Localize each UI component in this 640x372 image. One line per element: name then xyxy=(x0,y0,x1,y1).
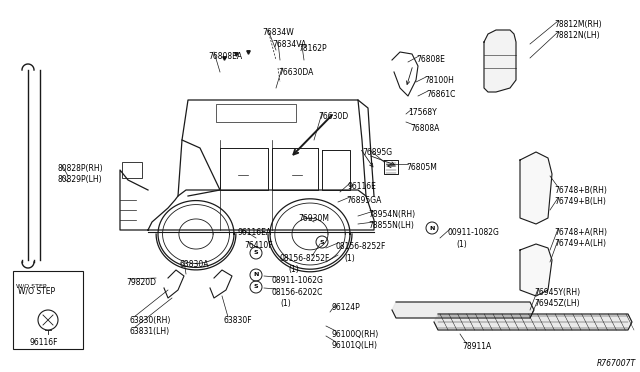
Text: 63830A: 63830A xyxy=(180,260,209,269)
Text: 78812M(RH): 78812M(RH) xyxy=(554,20,602,29)
Text: 78812N(LH): 78812N(LH) xyxy=(554,31,600,40)
Text: 76945Z(LH): 76945Z(LH) xyxy=(534,299,580,308)
Text: 76930M: 76930M xyxy=(298,214,329,223)
Text: S: S xyxy=(320,240,324,244)
Text: 96116F: 96116F xyxy=(30,338,58,347)
Text: 80829P(LH): 80829P(LH) xyxy=(58,175,102,184)
Text: 78855N(LH): 78855N(LH) xyxy=(368,221,414,230)
Text: 78162P: 78162P xyxy=(298,44,326,53)
Text: 76749+A(LH): 76749+A(LH) xyxy=(554,239,606,248)
Text: 96116EA: 96116EA xyxy=(238,228,272,237)
Text: 76945Y(RH): 76945Y(RH) xyxy=(534,288,580,297)
Text: R767007T: R767007T xyxy=(597,359,636,368)
Text: 76749+B(LH): 76749+B(LH) xyxy=(554,197,606,206)
Text: 00911-1082G: 00911-1082G xyxy=(448,228,500,237)
Text: 96124P: 96124P xyxy=(332,303,361,312)
Text: 80828P(RH): 80828P(RH) xyxy=(58,164,104,173)
Text: 76630DA: 76630DA xyxy=(278,68,314,77)
Text: 76808A: 76808A xyxy=(410,124,440,133)
Text: 78911A: 78911A xyxy=(462,342,492,351)
Text: 76808EA: 76808EA xyxy=(208,52,242,61)
Text: (1): (1) xyxy=(344,254,355,263)
Text: 63830F: 63830F xyxy=(224,316,253,325)
Polygon shape xyxy=(484,30,516,92)
Text: 63831(LH): 63831(LH) xyxy=(130,327,170,336)
Text: 96116E: 96116E xyxy=(348,182,377,191)
FancyBboxPatch shape xyxy=(13,271,83,349)
Text: S: S xyxy=(253,285,259,289)
Text: 17568Y: 17568Y xyxy=(408,108,436,117)
Text: (1): (1) xyxy=(288,265,299,274)
Text: W/O STEP: W/O STEP xyxy=(16,284,47,289)
Text: 76895G: 76895G xyxy=(362,148,392,157)
Text: 08156-8252F: 08156-8252F xyxy=(280,254,330,263)
Polygon shape xyxy=(520,152,552,224)
Text: 96101Q(LH): 96101Q(LH) xyxy=(332,341,378,350)
Polygon shape xyxy=(392,302,534,318)
Text: 63830(RH): 63830(RH) xyxy=(130,316,172,325)
Text: 08156-6202C: 08156-6202C xyxy=(272,288,323,297)
Text: (1): (1) xyxy=(280,299,291,308)
Bar xyxy=(216,104,296,122)
Text: 76808E: 76808E xyxy=(416,55,445,64)
Text: 76834W: 76834W xyxy=(262,28,294,37)
Text: 76748+B(RH): 76748+B(RH) xyxy=(554,186,607,195)
Text: 76895GA: 76895GA xyxy=(346,196,381,205)
Text: 76748+A(RH): 76748+A(RH) xyxy=(554,228,607,237)
Text: W/O STEP: W/O STEP xyxy=(18,286,55,295)
Text: N: N xyxy=(429,225,435,231)
Text: 08911-1062G: 08911-1062G xyxy=(272,276,324,285)
Text: N: N xyxy=(253,273,259,278)
Text: 79820D: 79820D xyxy=(126,278,156,287)
Polygon shape xyxy=(434,314,632,330)
Bar xyxy=(122,162,142,178)
Text: 78100H: 78100H xyxy=(424,76,454,85)
Text: S: S xyxy=(253,250,259,256)
Text: 96100Q(RH): 96100Q(RH) xyxy=(332,330,380,339)
Text: 76410F: 76410F xyxy=(244,241,273,250)
Text: 76861C: 76861C xyxy=(426,90,456,99)
Polygon shape xyxy=(520,244,552,296)
Text: (1): (1) xyxy=(456,240,467,249)
Text: 08156-8252F: 08156-8252F xyxy=(336,242,387,251)
Text: 76805M: 76805M xyxy=(406,163,437,172)
Text: 78954N(RH): 78954N(RH) xyxy=(368,210,415,219)
Text: 76834VA: 76834VA xyxy=(272,40,307,49)
Text: 76630D: 76630D xyxy=(318,112,348,121)
